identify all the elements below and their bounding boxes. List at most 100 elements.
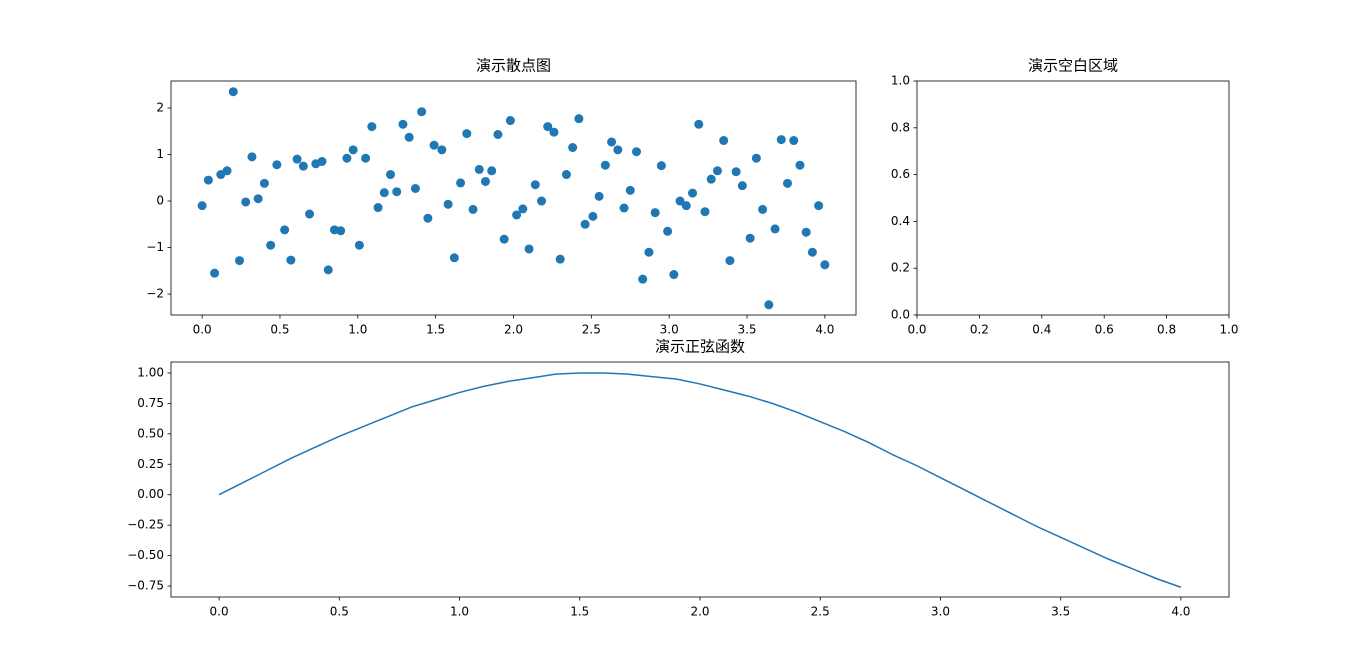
y-tick-label: −1 bbox=[146, 240, 164, 254]
y-tick-label: −0.25 bbox=[127, 518, 164, 532]
scatter-point bbox=[700, 207, 710, 217]
scatter-point bbox=[694, 119, 704, 129]
scatter-point bbox=[487, 166, 497, 176]
scatter-point bbox=[336, 226, 346, 236]
x-tick-label: 0.4 bbox=[1032, 323, 1051, 337]
chart-title: 演示空白区域 bbox=[1028, 57, 1118, 75]
x-tick-label: 1.0 bbox=[348, 323, 367, 337]
y-tick-label: 0.00 bbox=[137, 487, 164, 501]
scatter-point bbox=[669, 270, 679, 280]
scatter-point bbox=[247, 152, 257, 162]
scatter-point bbox=[298, 161, 308, 171]
axes-frame bbox=[170, 361, 1230, 598]
scatter-point bbox=[656, 161, 666, 171]
chart-title: 演示散点图 bbox=[476, 57, 551, 75]
scatter-point bbox=[594, 191, 604, 201]
x-tick-label: 3.0 bbox=[660, 323, 679, 337]
scatter-point bbox=[468, 204, 478, 214]
scatter-point bbox=[795, 160, 805, 170]
scatter-point bbox=[619, 203, 629, 213]
scatter-point bbox=[580, 219, 590, 229]
scatter-point bbox=[292, 154, 302, 164]
scatter-point bbox=[286, 255, 296, 265]
y-tick-label: 0.4 bbox=[891, 214, 910, 228]
scatter-point bbox=[613, 145, 623, 155]
x-tick-label: 0.6 bbox=[1095, 323, 1114, 337]
scatter-point bbox=[719, 136, 729, 146]
scatter-point bbox=[203, 175, 213, 185]
scatter-point bbox=[410, 183, 420, 193]
y-tick-label: 0.2 bbox=[891, 261, 910, 275]
y-tick-label: 1.00 bbox=[137, 365, 164, 379]
scatter-point bbox=[280, 225, 290, 235]
scatter-point bbox=[638, 274, 648, 284]
y-tick-label: 0.0 bbox=[891, 308, 910, 322]
y-tick-label: 0.8 bbox=[891, 120, 910, 134]
scatter-point bbox=[644, 247, 654, 257]
axes-frame bbox=[170, 80, 857, 316]
scatter-point bbox=[323, 265, 333, 275]
scatter-point bbox=[588, 211, 598, 221]
scatter-point bbox=[530, 180, 540, 190]
x-tick-label: 1.5 bbox=[426, 323, 445, 337]
scatter-point bbox=[253, 194, 263, 204]
scatter-point bbox=[537, 196, 547, 206]
axes-frame bbox=[916, 80, 1230, 316]
y-tick-label: −0.75 bbox=[127, 579, 164, 593]
scatter-point bbox=[348, 145, 358, 155]
scatter-point bbox=[820, 260, 830, 270]
y-tick-label: 2 bbox=[156, 100, 164, 114]
scatter-point bbox=[543, 122, 553, 132]
scatter-point bbox=[561, 170, 571, 180]
scatter-point bbox=[524, 244, 534, 254]
scatter-point bbox=[423, 213, 433, 223]
x-tick-label: 0.5 bbox=[330, 605, 349, 619]
x-tick-label: 1.0 bbox=[1219, 323, 1238, 337]
scatter-point bbox=[814, 201, 824, 211]
scatter-point bbox=[737, 181, 747, 191]
scatter-point bbox=[367, 122, 377, 132]
x-tick-label: 0.0 bbox=[193, 323, 212, 337]
x-tick-label: 1.0 bbox=[450, 605, 469, 619]
scatter-point bbox=[751, 153, 761, 163]
scatter-point bbox=[776, 135, 786, 145]
x-tick-label: 0.5 bbox=[270, 323, 289, 337]
x-tick-label: 1.5 bbox=[570, 605, 589, 619]
scatter-point bbox=[783, 178, 792, 188]
scatter-point bbox=[480, 176, 490, 186]
x-tick-label: 0.8 bbox=[1157, 323, 1176, 337]
scatter-point bbox=[758, 204, 768, 214]
scatter-point bbox=[499, 234, 509, 244]
scatter-point bbox=[600, 160, 610, 170]
x-tick-label: 3.0 bbox=[931, 605, 950, 619]
scatter-point bbox=[449, 253, 459, 263]
y-tick-label: 0.25 bbox=[137, 457, 164, 471]
scatter-point bbox=[429, 140, 439, 150]
scatter-point bbox=[712, 166, 722, 176]
scatter-point bbox=[222, 166, 232, 176]
scatter-point bbox=[443, 199, 453, 209]
y-tick-label: 0 bbox=[156, 194, 164, 208]
scatter-point bbox=[437, 145, 447, 155]
scatter-point bbox=[512, 210, 522, 220]
scatter-point bbox=[518, 204, 528, 214]
scatter-point bbox=[505, 116, 515, 126]
scatter-point bbox=[259, 178, 269, 188]
x-tick-label: 2.5 bbox=[582, 323, 601, 337]
scatter-point bbox=[745, 233, 755, 243]
y-tick-label: −0.50 bbox=[127, 548, 164, 562]
scatter-point bbox=[342, 153, 352, 163]
x-tick-label: 0.0 bbox=[907, 323, 926, 337]
scatter-point bbox=[266, 240, 276, 250]
x-tick-label: 4.0 bbox=[1171, 605, 1190, 619]
scatter-point bbox=[764, 300, 774, 310]
y-tick-label: 1 bbox=[156, 147, 164, 161]
chart-title: 演示正弦函数 bbox=[655, 338, 745, 356]
scatter-point bbox=[568, 143, 578, 153]
scatter-point bbox=[392, 187, 402, 197]
scatter-point bbox=[404, 132, 414, 142]
scatter-point bbox=[228, 87, 238, 97]
scatter-point bbox=[725, 256, 735, 266]
scatter-point bbox=[373, 203, 383, 213]
